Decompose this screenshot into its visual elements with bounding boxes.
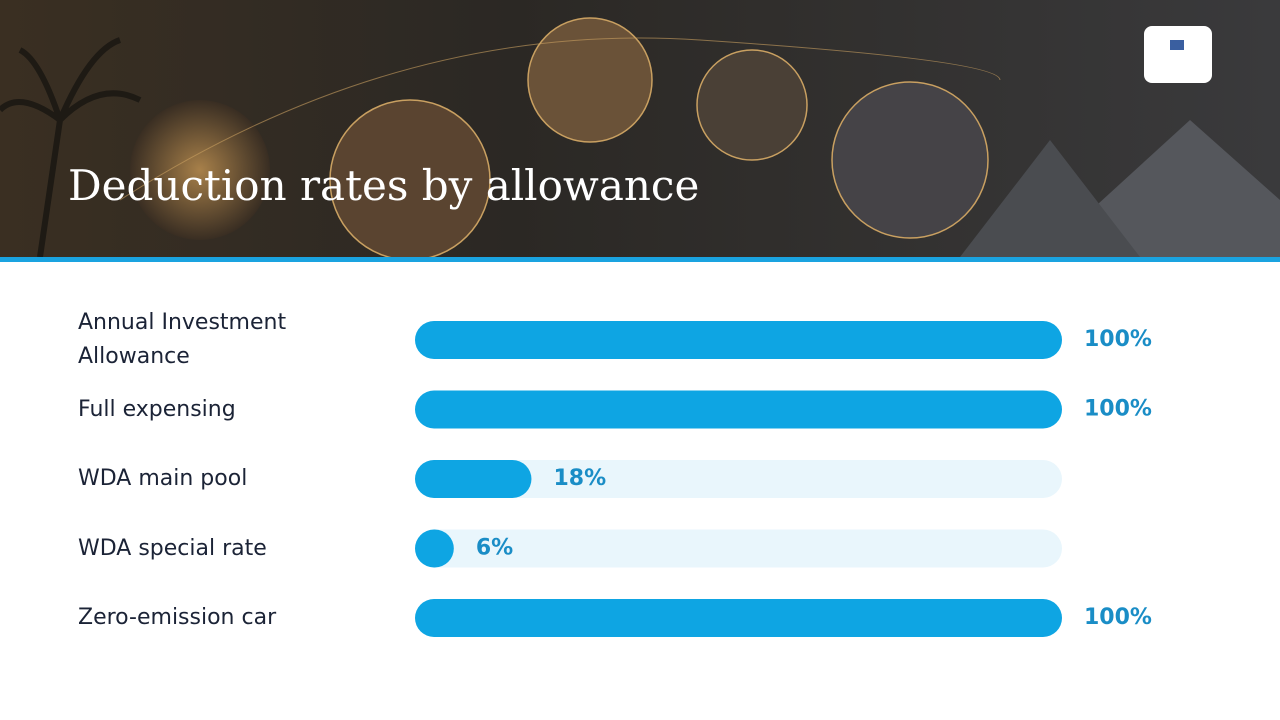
category-label: WDA special rate [78,535,267,561]
bar [415,460,532,498]
category-label: WDA main pool [78,466,248,491]
value-label: 100% [1084,397,1152,422]
banner-rule [0,257,1280,262]
value-label: 100% [1084,605,1152,630]
banner: Deduction rates by allowance [0,0,1280,262]
decor [527,17,653,143]
value-label: 18% [553,466,606,491]
logo [1144,26,1212,83]
decor [831,81,989,239]
bar [415,529,454,568]
logo-mark [1170,40,1184,50]
decor [960,140,1140,257]
bar-track [415,529,1062,568]
chart-title: Deduction rates by allowance [68,161,699,210]
category-label: Annual Investment Allowance [78,310,287,369]
bar [415,599,1062,637]
decor [0,37,142,258]
value-label: 100% [1084,327,1152,352]
category-label: Full expensing [78,396,236,422]
value-label: 6% [476,536,513,561]
bar [415,390,1062,429]
decor [119,37,1001,201]
bar-track [415,460,1062,498]
bar [415,321,1062,359]
decor [696,49,808,161]
category-label: Zero-emission car [78,605,277,630]
